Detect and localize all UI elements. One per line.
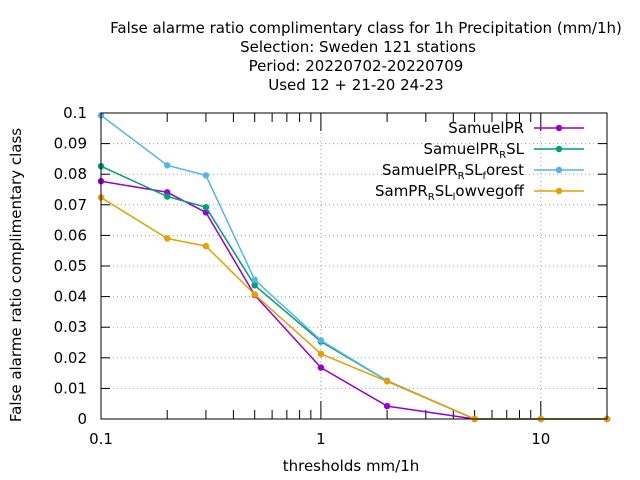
series-line (100, 165, 607, 420)
legend-marker (555, 187, 563, 195)
legend-label: SamuelPRRSLforest (382, 161, 524, 182)
data-point (164, 235, 171, 242)
legend-marker (555, 145, 563, 153)
title-line-3: Period: 20220702-20220709 (249, 57, 464, 75)
series-SamuelPR_RSL_forest (97, 112, 611, 423)
y-tick-label: 0.03 (54, 318, 87, 336)
data-point (317, 350, 325, 357)
legend-item: SamPRRSLlowvegoff (375, 182, 584, 203)
chart-title: False alarme ratio complimentary class f… (110, 19, 622, 94)
title-line-1: False alarme ratio complimentary class f… (110, 19, 622, 37)
data-point (251, 276, 258, 283)
series-line (100, 114, 607, 420)
legend-marker (555, 124, 563, 132)
legend-marker (555, 166, 563, 174)
legend-label: SamuelPRRSL (423, 140, 524, 161)
legend-item: SamuelPRRSL (423, 140, 584, 161)
y-tick-label: 0.06 (54, 226, 87, 244)
grid (101, 113, 607, 419)
axis-ticks: 0 0.01 0.02 0.03 0.04 0.05 0.06 0.07 0.08 0.09 0.1… (54, 104, 608, 448)
series-line (100, 196, 607, 420)
x-axis-label: thresholds mm/1h (283, 457, 420, 475)
y-tick-label: 0.04 (54, 288, 87, 306)
title-line-2: Selection: Sweden 121 stations (240, 38, 476, 56)
y-tick-label: 0.02 (54, 349, 87, 367)
data-point (202, 242, 210, 250)
series-SamuelPR (97, 178, 611, 423)
series-line (100, 180, 607, 420)
y-tick-label: 0.01 (54, 379, 87, 397)
data-point (317, 337, 325, 344)
series-group (97, 112, 611, 423)
data-point (383, 378, 391, 385)
x-tick-label: 1 (316, 430, 326, 448)
y-tick-label: 0 (77, 410, 87, 428)
legend: SamuelPR SamuelPRRSLSamuelPRRSLforestSamP… (375, 119, 584, 203)
plot-frame (100, 112, 608, 420)
x-tick-label: 10 (531, 430, 550, 448)
data-point (164, 162, 171, 169)
data-point (202, 204, 210, 211)
y-tick-label: 0.07 (54, 196, 87, 214)
series-SamuelPR_RSL (97, 163, 611, 423)
data-point (317, 364, 325, 371)
title-line-4: Used 12 + 21-20 24-23 (268, 76, 443, 94)
legend-label: SamPRRSLlowvegoff (375, 182, 525, 203)
data-point (251, 291, 258, 298)
y-axis-label: False alarme ratio complimentary class (7, 128, 25, 422)
data-point (202, 172, 210, 179)
data-point (164, 193, 171, 200)
y-tick-label: 0.05 (54, 257, 87, 275)
x-tick-label: 0.1 (89, 430, 113, 448)
y-tick-label: 0.08 (54, 165, 87, 183)
data-point (383, 402, 391, 410)
legend-item: SamuelPRRSLforest (382, 161, 584, 182)
y-tick-label: 0.09 (54, 135, 87, 153)
data-point (251, 282, 258, 289)
y-tick-label: 0.1 (63, 104, 87, 122)
legend-label: SamuelPR (448, 119, 524, 137)
legend-item: SamuelPR (448, 119, 584, 137)
